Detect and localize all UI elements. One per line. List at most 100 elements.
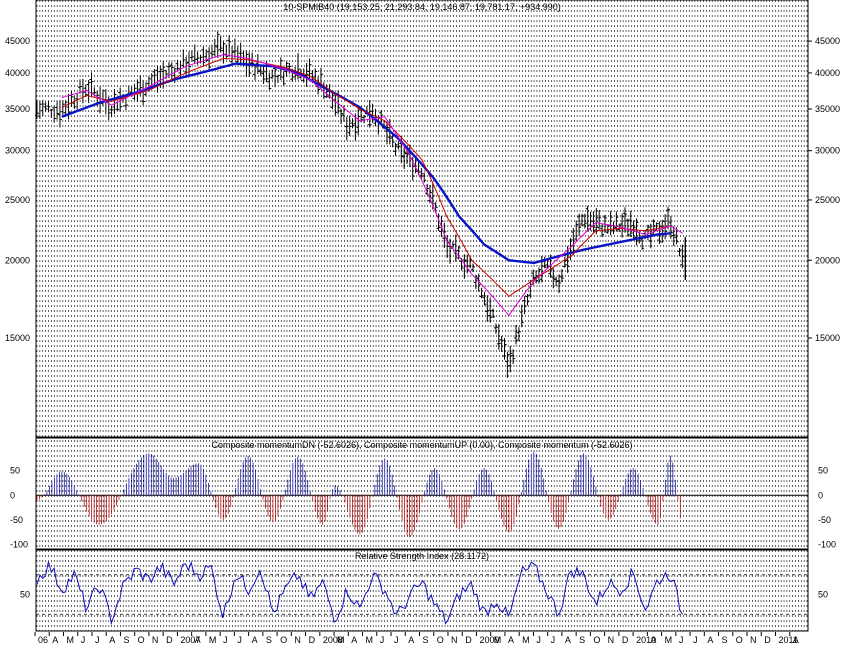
price-bar	[118, 87, 123, 112]
price-bar	[187, 51, 192, 78]
price-bar	[60, 100, 65, 115]
price-bar	[502, 338, 507, 360]
price-bar	[513, 325, 518, 345]
price-bar	[562, 256, 567, 268]
x-tick-label: D	[465, 635, 472, 645]
momentum-panel-frame	[35, 437, 809, 550]
price-bar	[499, 335, 504, 353]
x-tick-label: M	[665, 635, 673, 645]
x-tick-label: 2007	[180, 635, 200, 645]
x-tick-label: J	[394, 635, 399, 645]
price-bar	[330, 90, 335, 110]
rsi-panel: 50 50	[20, 560, 828, 626]
price-tick-label-left: 35000	[5, 104, 30, 114]
price-bar	[55, 100, 60, 120]
price-bar	[396, 141, 401, 150]
rsi-panel-frame	[35, 549, 809, 632]
price-bar	[63, 100, 68, 116]
price-bar	[112, 88, 117, 115]
rsi-line	[36, 560, 684, 626]
rsi-chart-title: Relative Strength Index (28.1172)	[355, 551, 489, 561]
price-bar	[261, 65, 266, 84]
price-bar	[597, 209, 602, 230]
price-bar	[40, 99, 45, 116]
price-bar	[654, 222, 659, 232]
x-tick-label: M	[337, 635, 345, 645]
price-bar	[267, 72, 272, 91]
price-bar	[46, 101, 51, 113]
price-bar	[390, 133, 395, 148]
price-bar	[617, 223, 622, 233]
price-bar	[212, 38, 217, 57]
momentum-tick-label-left: -100	[10, 540, 28, 550]
price-bar	[72, 96, 77, 109]
price-bar	[496, 323, 501, 350]
price-bar	[574, 220, 579, 242]
x-tick-label: A	[252, 635, 258, 645]
price-bar	[671, 226, 676, 246]
x-tick-label: J	[693, 635, 698, 645]
price-bar	[470, 263, 475, 272]
price-chart-title: 10-SPMIB40 (19,153.25, 21,293.84, 19,146…	[283, 2, 560, 12]
momentum-tick-label-left: 0	[10, 490, 15, 500]
price-bar	[393, 142, 398, 156]
price-bar	[591, 211, 596, 233]
price-bar	[542, 256, 547, 269]
price-bar	[169, 62, 174, 80]
price-bar	[493, 323, 498, 334]
price-bar	[625, 218, 630, 237]
price-bar	[473, 274, 478, 289]
price-tick-label-right: 40000	[815, 68, 840, 78]
x-tick-label: J	[551, 635, 556, 645]
x-tick-label: N	[451, 635, 458, 645]
price-tick-label-left: 15000	[5, 333, 30, 343]
price-bar	[534, 270, 539, 284]
price-bar	[52, 105, 57, 123]
price-bar	[252, 65, 257, 81]
price-bar	[485, 295, 490, 322]
price-bar	[350, 118, 355, 129]
x-tick-label: J	[679, 635, 684, 645]
price-bar	[516, 327, 521, 342]
price-bar	[491, 308, 496, 319]
x-tick-label: A	[52, 635, 58, 645]
price-bar	[577, 213, 582, 236]
price-bar	[522, 296, 527, 315]
price-bar	[339, 108, 344, 125]
x-tick-label: M	[209, 635, 217, 645]
price-bar	[227, 35, 232, 56]
ma-mid-line	[61, 57, 671, 297]
price-bar	[273, 65, 278, 88]
price-bar	[287, 62, 292, 74]
price-bar	[356, 108, 361, 136]
x-tick-label: J	[81, 635, 86, 645]
vertical-grid	[36, 0, 808, 631]
price-bar	[511, 349, 516, 365]
momentum-tick-label-right: 0	[818, 490, 823, 500]
price-bar	[224, 44, 229, 60]
ma-short-line	[61, 54, 684, 317]
rsi-tick-label-left: 50	[20, 590, 30, 600]
price-tick-label-right: 35000	[815, 104, 840, 114]
price-bar	[559, 269, 564, 283]
price-bar	[488, 297, 493, 323]
price-tick-label-right: 25000	[815, 195, 840, 205]
x-tick-label: 2008	[323, 635, 343, 645]
price-bar	[115, 101, 120, 111]
price-bar	[519, 304, 524, 328]
x-tick-label: 06	[38, 635, 48, 645]
price-bar	[238, 42, 243, 66]
price-bar	[184, 56, 189, 78]
price-bar	[201, 46, 206, 66]
price-bar	[402, 147, 407, 169]
price-bar	[275, 74, 280, 83]
momentum-tick-label-right: 50	[818, 466, 828, 476]
price-bar	[384, 121, 389, 145]
price-bar	[479, 287, 484, 299]
price-tick-label-left: 45000	[5, 36, 30, 46]
price-bar	[78, 79, 83, 94]
price-bar	[554, 276, 559, 286]
price-tick-label-right: 30000	[815, 146, 840, 156]
